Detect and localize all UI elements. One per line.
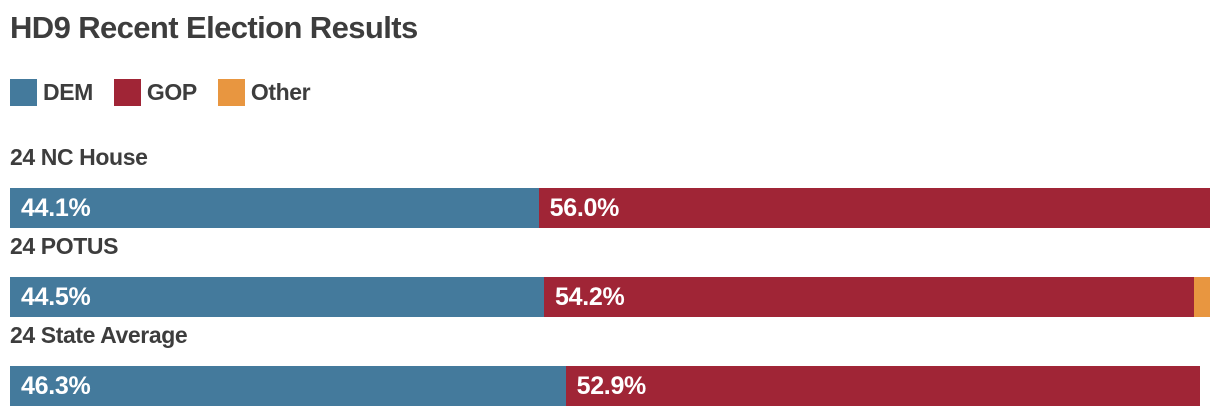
legend: DEM GOP Other bbox=[10, 79, 1210, 106]
legend-item-gop: GOP bbox=[113, 79, 197, 106]
stacked-bar: 44.1% 56.0% bbox=[10, 188, 1210, 228]
bar-segment-other bbox=[1194, 277, 1210, 317]
bar-group-label: 24 NC House bbox=[10, 144, 148, 170]
legend-item-other: Other bbox=[217, 79, 311, 106]
bar-segment-gop: 56.0% bbox=[538, 188, 1210, 228]
legend-swatch-dem bbox=[10, 79, 37, 106]
bar-value-label: 44.1% bbox=[21, 193, 91, 222]
legend-label-other: Other bbox=[250, 79, 311, 105]
bar-value-label: 54.2% bbox=[555, 282, 625, 311]
bar-value-label: 52.9% bbox=[576, 371, 647, 400]
bar-segment-dem: 44.5% bbox=[10, 277, 544, 317]
bar-segment-dem: 44.1% bbox=[10, 188, 539, 228]
legend-item-dem: DEM bbox=[10, 79, 93, 106]
bar-group: 24 NC House 44.1% 56.0% bbox=[10, 144, 1210, 228]
bar-value-label: 56.0% bbox=[549, 193, 620, 222]
bar-group-label: 24 POTUS bbox=[10, 233, 119, 259]
bar-group: 24 State Average 46.3% 52.9% bbox=[10, 322, 1210, 406]
legend-label-dem: DEM bbox=[43, 79, 93, 105]
legend-label-gop: GOP bbox=[146, 79, 197, 105]
legend-swatch-other bbox=[217, 79, 245, 106]
stacked-bar: 44.5% 54.2% bbox=[10, 277, 1210, 317]
legend-swatch-gop bbox=[113, 79, 141, 106]
bar-segment-dem: 46.3% bbox=[10, 366, 566, 406]
bar-value-label: 46.3% bbox=[21, 371, 91, 400]
bar-group-label: 24 State Average bbox=[10, 322, 188, 348]
bar-group: 24 POTUS 44.5% 54.2% bbox=[10, 233, 1210, 317]
chart-title: HD9 Recent Election Results bbox=[10, 10, 418, 45]
bar-groups: 24 NC House 44.1% 56.0% 24 POTUS 44.5% 54.2% 2… bbox=[10, 144, 1210, 406]
stacked-bar: 46.3% 52.9% bbox=[10, 366, 1210, 406]
bar-segment-gop: 52.9% bbox=[565, 366, 1201, 406]
bar-segment-gop: 54.2% bbox=[544, 277, 1195, 317]
bar-value-label: 44.5% bbox=[21, 282, 91, 311]
